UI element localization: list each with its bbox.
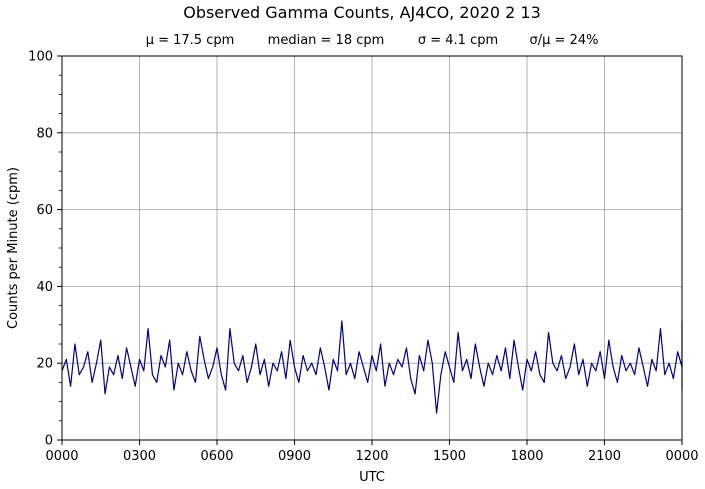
ticks: 0000 0300 0600 0900 1200 1500 1800 2100 00000204…: [28, 50, 698, 465]
x-axis-label: UTC: [359, 470, 385, 485]
x-tick-label-0: 0000: [45, 449, 78, 464]
x-tick-label-7: 2100: [588, 449, 621, 464]
chart-title: Observed Gamma Counts, AJ4CO, 2020 2 13: [183, 3, 541, 22]
x-tick-label-8: 0000: [665, 449, 698, 464]
y-tick-label-4: 80: [36, 126, 53, 141]
subtitle-sigma: σ = 4.1 cpm: [418, 33, 498, 48]
y-tick-label-1: 20: [36, 357, 53, 372]
y-tick-label-5: 100: [28, 50, 53, 65]
grid: [62, 56, 682, 440]
y-tick-label-2: 40: [36, 280, 53, 295]
subtitle-mean: μ = 17.5 cpm: [146, 33, 235, 48]
y-tick-label-0: 0: [45, 434, 53, 449]
x-tick-label-6: 1800: [510, 449, 543, 464]
x-tick-label-5: 1500: [433, 449, 466, 464]
subtitle-median: median = 18 cpm: [268, 33, 385, 48]
x-tick-label-1: 0300: [123, 449, 156, 464]
subtitle-ratio: σ/μ = 24%: [530, 33, 599, 48]
y-axis-label: Counts per Minute (cpm): [6, 167, 21, 329]
x-tick-label-3: 0900: [278, 449, 311, 464]
x-tick-label-2: 0600: [200, 449, 233, 464]
x-tick-label-4: 1200: [355, 449, 388, 464]
y-tick-label-3: 60: [36, 203, 53, 218]
